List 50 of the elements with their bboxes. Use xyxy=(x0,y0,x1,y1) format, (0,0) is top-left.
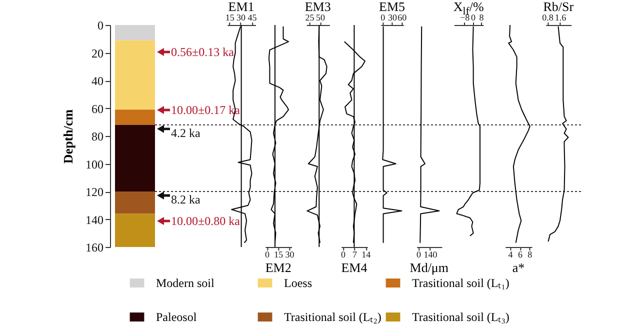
x-tick-label: 30 xyxy=(388,12,398,22)
y-axis-title: Depth/cm xyxy=(60,109,76,164)
x-tick-label: 0 xyxy=(340,250,346,260)
y-tick-label: 160 xyxy=(86,240,104,254)
annotation: 10.00±0.80 ka xyxy=(171,214,241,228)
x-axis-title: EM2 xyxy=(265,260,292,275)
legend-label: Loess xyxy=(284,276,312,290)
x-axis-title: Md/μm xyxy=(410,260,449,275)
x-tick-label: 60 xyxy=(398,12,408,22)
x-axis-title: EM4 xyxy=(341,260,368,275)
x-tick-label: 0 xyxy=(264,250,270,260)
x-axis-title: a* xyxy=(512,260,525,275)
x-tick-label: 25 xyxy=(305,12,315,22)
legend-label: Trasitional soil (Lₜ₃) xyxy=(412,310,510,324)
x-tick-label: 0 xyxy=(416,250,422,260)
x-tick-label: 0.8 xyxy=(542,12,554,22)
x-tick-label: 4 xyxy=(508,250,514,260)
x-tick-label: 30 xyxy=(236,12,246,22)
y-tick-label: 20 xyxy=(92,46,104,60)
x-tick-label: 8 xyxy=(528,250,533,260)
annotation: 0.56±0.13 ka xyxy=(171,45,235,59)
x-tick-label: 30 xyxy=(285,250,295,260)
ref-line-label: 4.2 ka xyxy=(171,126,201,140)
x-axis-title: EM1 xyxy=(228,0,254,14)
x-tick-label: 15 xyxy=(274,250,284,260)
y-tick-label: 40 xyxy=(92,74,104,88)
x-tick-label: 0 xyxy=(470,12,476,22)
y-tick-label: 80 xyxy=(92,130,104,144)
x-tick-label: 8 xyxy=(479,12,484,22)
x-tick-label: 1.6 xyxy=(554,12,567,22)
x-axis-title: Rb/Sr xyxy=(543,0,574,14)
ref-line-label: 8.2 ka xyxy=(171,192,201,206)
y-tick-label: 140 xyxy=(86,212,104,227)
legend-label: Trasitional soil (Lₜ₁) xyxy=(412,276,510,290)
y-tick-label: 60 xyxy=(92,102,104,116)
legend-label: Paleosol xyxy=(156,310,198,324)
y-tick-label: 100 xyxy=(86,157,104,172)
x-axis-title: EM5 xyxy=(379,0,405,14)
x-axis-title: EM3 xyxy=(304,0,331,14)
legend-label: Modern soil xyxy=(156,276,215,290)
x-tick-label: 50 xyxy=(316,12,326,22)
y-tick-label: 120 xyxy=(86,185,104,199)
x-tick-label: 14 xyxy=(362,250,372,260)
x-tick-label: 6 xyxy=(518,250,523,260)
x-tick-label: 7 xyxy=(352,250,358,260)
x-tick-label: 15 xyxy=(225,12,235,22)
x-tick-label: 0 xyxy=(380,12,386,22)
x-tick-label: 140 xyxy=(424,250,438,260)
x-tick-label: 45 xyxy=(248,12,258,22)
legend-label: Trasitional soil (Lₜ₂) xyxy=(284,310,382,324)
